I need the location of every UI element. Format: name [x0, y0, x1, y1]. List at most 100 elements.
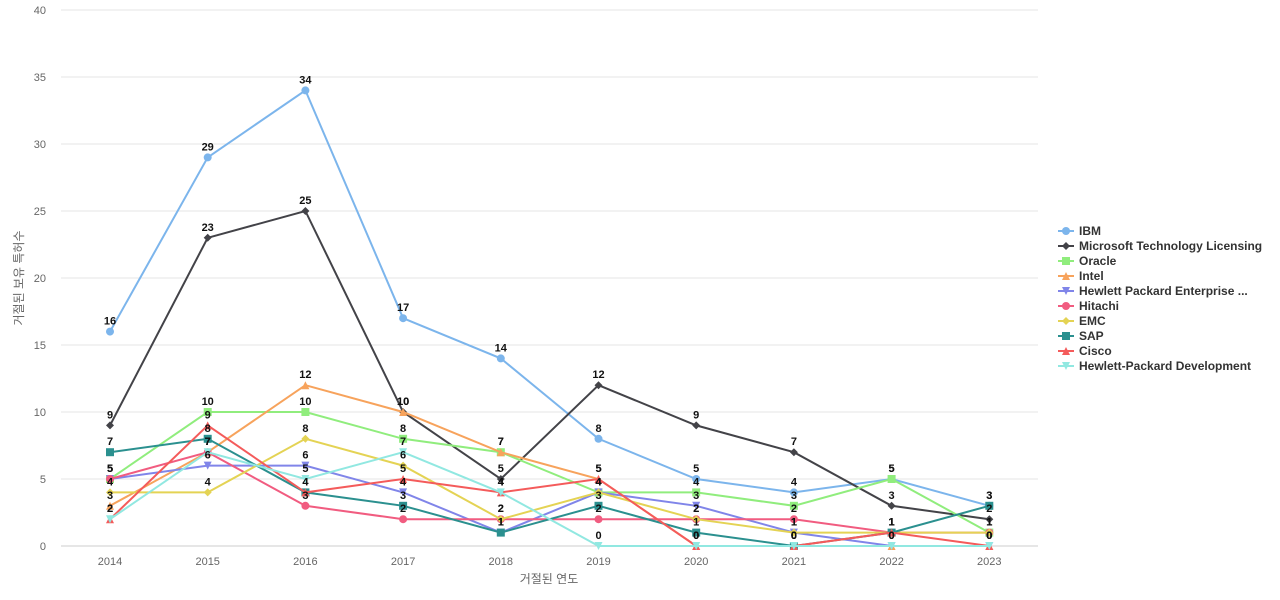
data-point-marker[interactable] [106, 448, 114, 457]
data-point-marker[interactable] [985, 515, 994, 524]
data-point-marker[interactable] [496, 488, 505, 497]
data-point-marker[interactable] [692, 421, 701, 430]
data-point-marker[interactable] [301, 488, 310, 497]
data-point-marker[interactable] [301, 86, 310, 95]
data-point-marker[interactable] [203, 448, 212, 457]
x-axis-title: 거절된 연도 [520, 572, 579, 586]
data-point-marker[interactable] [399, 461, 408, 470]
data-point-marker[interactable] [789, 488, 798, 497]
legend-item[interactable]: EMC [1058, 314, 1106, 328]
legend-item[interactable]: IBM [1058, 224, 1101, 238]
data-point-marker[interactable] [692, 475, 701, 483]
data-point-marker[interactable] [203, 233, 212, 242]
data-label: 2 [400, 503, 406, 515]
data-point-marker[interactable] [496, 354, 505, 363]
data-point-marker[interactable] [203, 421, 212, 430]
data-point-marker[interactable] [399, 434, 408, 443]
data-point-marker[interactable] [301, 434, 310, 443]
series-line[interactable] [109, 424, 990, 547]
series-line[interactable] [109, 209, 990, 521]
data-point-marker[interactable] [789, 501, 798, 510]
data-point-marker[interactable] [203, 461, 212, 470]
data-label: 1 [889, 517, 895, 529]
data-point-marker[interactable] [399, 314, 408, 323]
data-point-marker[interactable] [789, 515, 798, 524]
series-line[interactable] [109, 451, 990, 547]
data-point-marker[interactable] [399, 448, 408, 457]
legend-item[interactable]: Cisco [1058, 344, 1112, 358]
data-point-marker[interactable] [203, 434, 212, 443]
data-point-marker[interactable] [399, 488, 408, 497]
data-point-marker[interactable] [496, 515, 505, 524]
data-point-marker[interactable] [594, 381, 603, 390]
x-tick-label: 2020 [684, 556, 708, 568]
data-point-marker[interactable] [887, 542, 896, 550]
data-point-marker[interactable] [106, 475, 114, 483]
y-tick-label: 5 [40, 474, 46, 486]
data-point-marker[interactable] [496, 528, 505, 537]
series-line[interactable] [109, 437, 990, 548]
data-point-marker[interactable] [594, 488, 603, 497]
data-point-marker[interactable] [887, 501, 896, 510]
data-point-marker[interactable] [985, 528, 994, 537]
data-point-marker[interactable] [985, 542, 994, 550]
legend-item[interactable]: Hewlett-Packard Development [1058, 359, 1251, 373]
data-point-marker[interactable] [301, 207, 310, 215]
data-point-marker[interactable] [496, 448, 505, 457]
data-point-marker[interactable] [594, 475, 603, 483]
series-line[interactable] [109, 451, 990, 534]
data-point-marker[interactable] [789, 542, 798, 550]
data-point-marker[interactable] [399, 475, 408, 483]
data-label: 5 [400, 463, 406, 475]
data-point-marker[interactable] [203, 408, 212, 416]
legend-item[interactable]: Hitachi [1058, 299, 1119, 313]
data-point-marker[interactable] [106, 501, 114, 510]
data-point-marker[interactable] [594, 501, 603, 510]
data-point-marker[interactable] [301, 501, 310, 510]
data-point-marker[interactable] [399, 408, 408, 416]
legend-item[interactable]: Microsoft Technology Licensing [1058, 239, 1262, 253]
data-point-marker[interactable] [594, 542, 603, 550]
data-point-marker[interactable] [203, 153, 212, 162]
data-point-marker[interactable] [789, 448, 798, 457]
legend-marker [1062, 272, 1070, 280]
data-point-marker[interactable] [203, 488, 212, 497]
series-line[interactable] [109, 411, 990, 534]
legend-item[interactable]: Intel [1058, 269, 1104, 283]
series-line[interactable] [109, 88, 990, 507]
data-point-marker[interactable] [106, 421, 114, 430]
y-axis-ticks: 0 5 10 15 20 25 30 35 40 [34, 5, 46, 553]
legend-item[interactable]: Oracle [1058, 254, 1117, 268]
data-point-marker[interactable] [496, 475, 505, 483]
data-point-marker[interactable] [692, 488, 701, 497]
legend-marker [1062, 362, 1070, 370]
legend-item[interactable]: SAP [1058, 329, 1104, 343]
legend-item[interactable]: Hewlett Packard Enterprise ... [1058, 284, 1248, 298]
data-point-marker[interactable] [301, 461, 310, 470]
data-point-marker[interactable] [106, 515, 114, 524]
data-point-marker[interactable] [985, 501, 994, 510]
data-point-marker[interactable] [887, 475, 896, 483]
data-point-marker[interactable] [887, 528, 896, 537]
data-point-marker[interactable] [106, 327, 114, 336]
data-label: 6 [400, 450, 406, 462]
data-point-marker[interactable] [692, 501, 701, 510]
data-label: 3 [693, 490, 699, 502]
data-point-marker[interactable] [692, 515, 701, 524]
data-label: 1 [986, 517, 992, 529]
data-point-marker[interactable] [399, 515, 408, 524]
data-label: 0 [986, 530, 992, 542]
data-point-marker[interactable] [594, 434, 603, 443]
legend-marker [1062, 287, 1070, 295]
data-point-marker[interactable] [301, 408, 310, 416]
data-point-marker[interactable] [692, 528, 701, 537]
data-point-marker[interactable] [594, 515, 603, 524]
data-point-marker[interactable] [692, 542, 701, 550]
data-point-marker[interactable] [301, 381, 310, 390]
data-point-marker[interactable] [301, 475, 310, 483]
data-point-marker[interactable] [789, 528, 798, 537]
data-point-marker[interactable] [399, 501, 408, 510]
data-point-marker[interactable] [106, 488, 114, 497]
data-label: 4 [693, 476, 700, 488]
